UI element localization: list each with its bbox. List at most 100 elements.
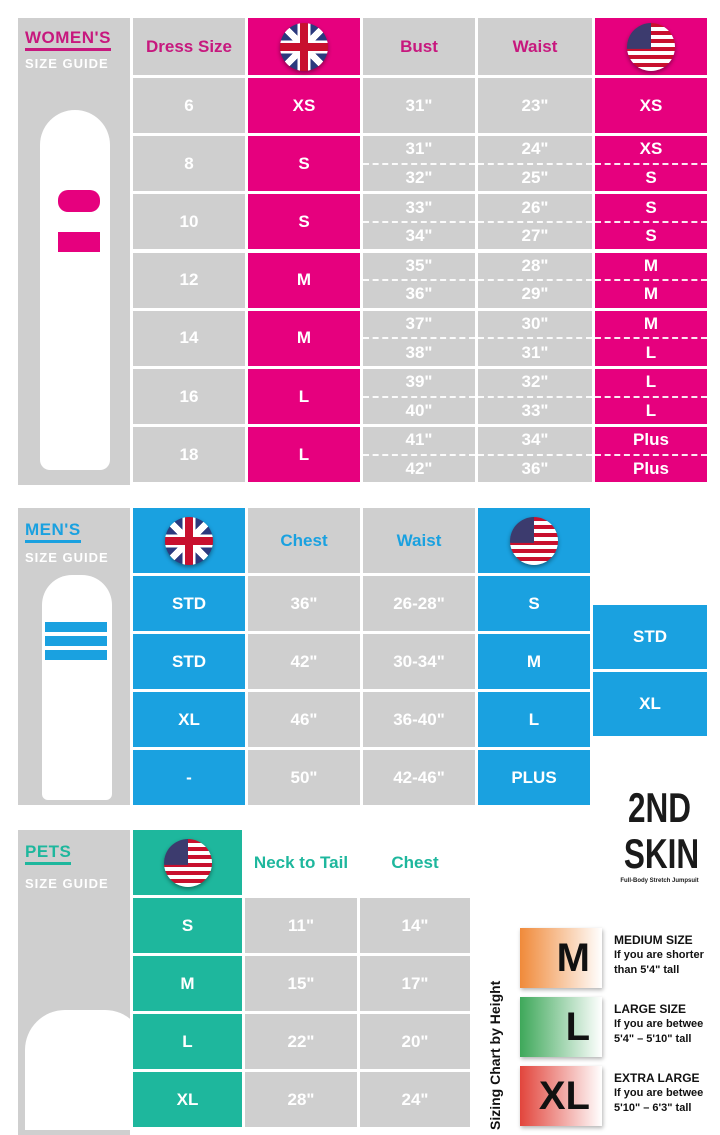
pets-neck-cell: 28" (245, 1072, 357, 1127)
dress-size-cell: 10 (133, 194, 245, 250)
men-header-chest: Chest (248, 508, 360, 573)
pets-chest-cell: 24" (360, 1072, 470, 1127)
uk-flag-icon (165, 516, 213, 565)
pets-us-cell: S (133, 898, 242, 953)
height-size-badge: M (520, 928, 602, 988)
men-waist-cell-value: 36-40" (393, 709, 445, 729)
size-letter: L (565, 1004, 590, 1049)
dress-size-cell-value: 12 (179, 270, 199, 290)
men-extra-size-cell: XL (593, 672, 707, 736)
us-size-cell: XS S (595, 136, 707, 192)
us-size-cell-value: M (643, 255, 659, 275)
pets-neck-cell-value: 28" (287, 1089, 315, 1109)
us-flag-icon (510, 516, 558, 565)
pets-chest-cell-value: 24" (401, 1089, 429, 1109)
bust-cell-value: 37" (405, 314, 433, 334)
waist-cell-value: 29" (478, 279, 592, 308)
pets-neck-cell-value: 15" (287, 973, 315, 993)
uk-size-cell: S (248, 136, 360, 192)
men-uk-cell: XL (133, 692, 245, 747)
waist-highlight (58, 232, 100, 252)
height-line1: If you are betwee (614, 1087, 704, 1099)
bust-cell-value: 41" (405, 430, 433, 450)
men-us-cell-value: S (528, 593, 540, 613)
dress-size-cell: 6 (133, 78, 245, 133)
us-size-cell-value: XS (639, 95, 663, 115)
bust-cell-value: 39" (405, 372, 433, 392)
uk-size-cell-value: M (296, 328, 312, 348)
height-line2: 5'4" – 5'10" tall (614, 1033, 692, 1045)
bust-cell: 37" 38" (363, 310, 475, 366)
pets-us-cell-value: M (180, 973, 195, 993)
bust-cell-value: 34" (363, 220, 475, 250)
pets-us-cell-value: L (182, 1031, 193, 1051)
waist-cell-value: 27" (478, 220, 592, 250)
header-uk (248, 18, 360, 75)
us-size-cell-value: S (595, 162, 707, 192)
men-extra-size-cell-value: XL (639, 694, 661, 713)
size-letter: XL (538, 1073, 590, 1118)
header-us (595, 18, 707, 75)
men-waist-cell-value: 42-46" (393, 767, 445, 787)
dress-size-cell: 16 (133, 369, 245, 424)
pets-neck-cell: 22" (245, 1014, 357, 1069)
pets-neck-cell: 11" (245, 898, 357, 953)
dress-size-cell-value: 6 (184, 95, 194, 115)
height-size-description: MEDIUM SIZE If you are shorter than 5'4" t… (614, 933, 704, 978)
men-waist-cell-value: 30-34" (393, 651, 445, 671)
pets-us-cell-value: XL (176, 1089, 199, 1109)
us-flag-icon (627, 22, 675, 71)
pets-header-neck-value: Neck to Tail (253, 852, 349, 872)
men-chest-cell: 42" (248, 634, 360, 689)
waist-cell-value: 31" (478, 337, 592, 366)
bust-cell: 39" 40" (363, 369, 475, 424)
height-line1: If you are betwee (614, 1018, 704, 1030)
bust-cell-value: 36" (363, 279, 475, 308)
men-chest-cell-value: 36" (290, 593, 318, 613)
height-size-badge: XL (520, 1066, 602, 1126)
pets-header-us (133, 830, 242, 895)
men-chest-cell: 50" (248, 750, 360, 805)
header-bust: Bust (363, 18, 475, 75)
height-label: MEDIUM SIZE (614, 933, 693, 947)
men-us-cell-value: PLUS (511, 767, 557, 787)
header-waist-value: Waist (512, 36, 558, 56)
pets-title: PETS (25, 842, 72, 865)
men-title: MEN'S (25, 520, 81, 543)
pets-us-cell: L (133, 1014, 242, 1069)
men-subtitle: SIZE GUIDE (25, 550, 109, 565)
us-size-cell-value: S (595, 220, 707, 250)
header-waist: Waist (478, 18, 592, 75)
men-chest-cell-value: 42" (290, 651, 318, 671)
us-size-cell: XS (595, 78, 707, 133)
bust-cell-value: 31" (405, 139, 433, 159)
men-header-chest-value: Chest (280, 530, 328, 550)
uk-size-cell: M (248, 252, 360, 308)
men-waist-cell: 36-40" (363, 692, 475, 747)
men-us-cell: PLUS (478, 750, 590, 805)
men-waist-cell: 42-46" (363, 750, 475, 805)
woman-silhouette (40, 110, 110, 470)
pets-header-chest: Chest (360, 830, 470, 895)
logo-line2: SKIN (623, 830, 700, 877)
men-us-cell-value: M (526, 651, 542, 671)
waist-cell-value: 26" (521, 197, 549, 217)
uk-size-cell: S (248, 194, 360, 250)
men-waist-cell: 26-28" (363, 576, 475, 631)
bust-cell-value: 42" (363, 453, 475, 483)
uk-size-cell-value: L (298, 386, 310, 406)
pets-chest-cell: 14" (360, 898, 470, 953)
men-uk-cell-value: STD (172, 651, 206, 671)
bust-cell: 41" 42" (363, 427, 475, 483)
waist-cell-value: 33" (478, 395, 592, 425)
women-subtitle: SIZE GUIDE (25, 56, 109, 71)
men-header-waist: Waist (363, 508, 475, 573)
uk-size-cell-value: S (298, 211, 310, 231)
pets-us-cell-value: S (181, 915, 194, 935)
men-waist-cell: 30-34" (363, 634, 475, 689)
pets-chest-cell-value: 14" (401, 915, 429, 935)
